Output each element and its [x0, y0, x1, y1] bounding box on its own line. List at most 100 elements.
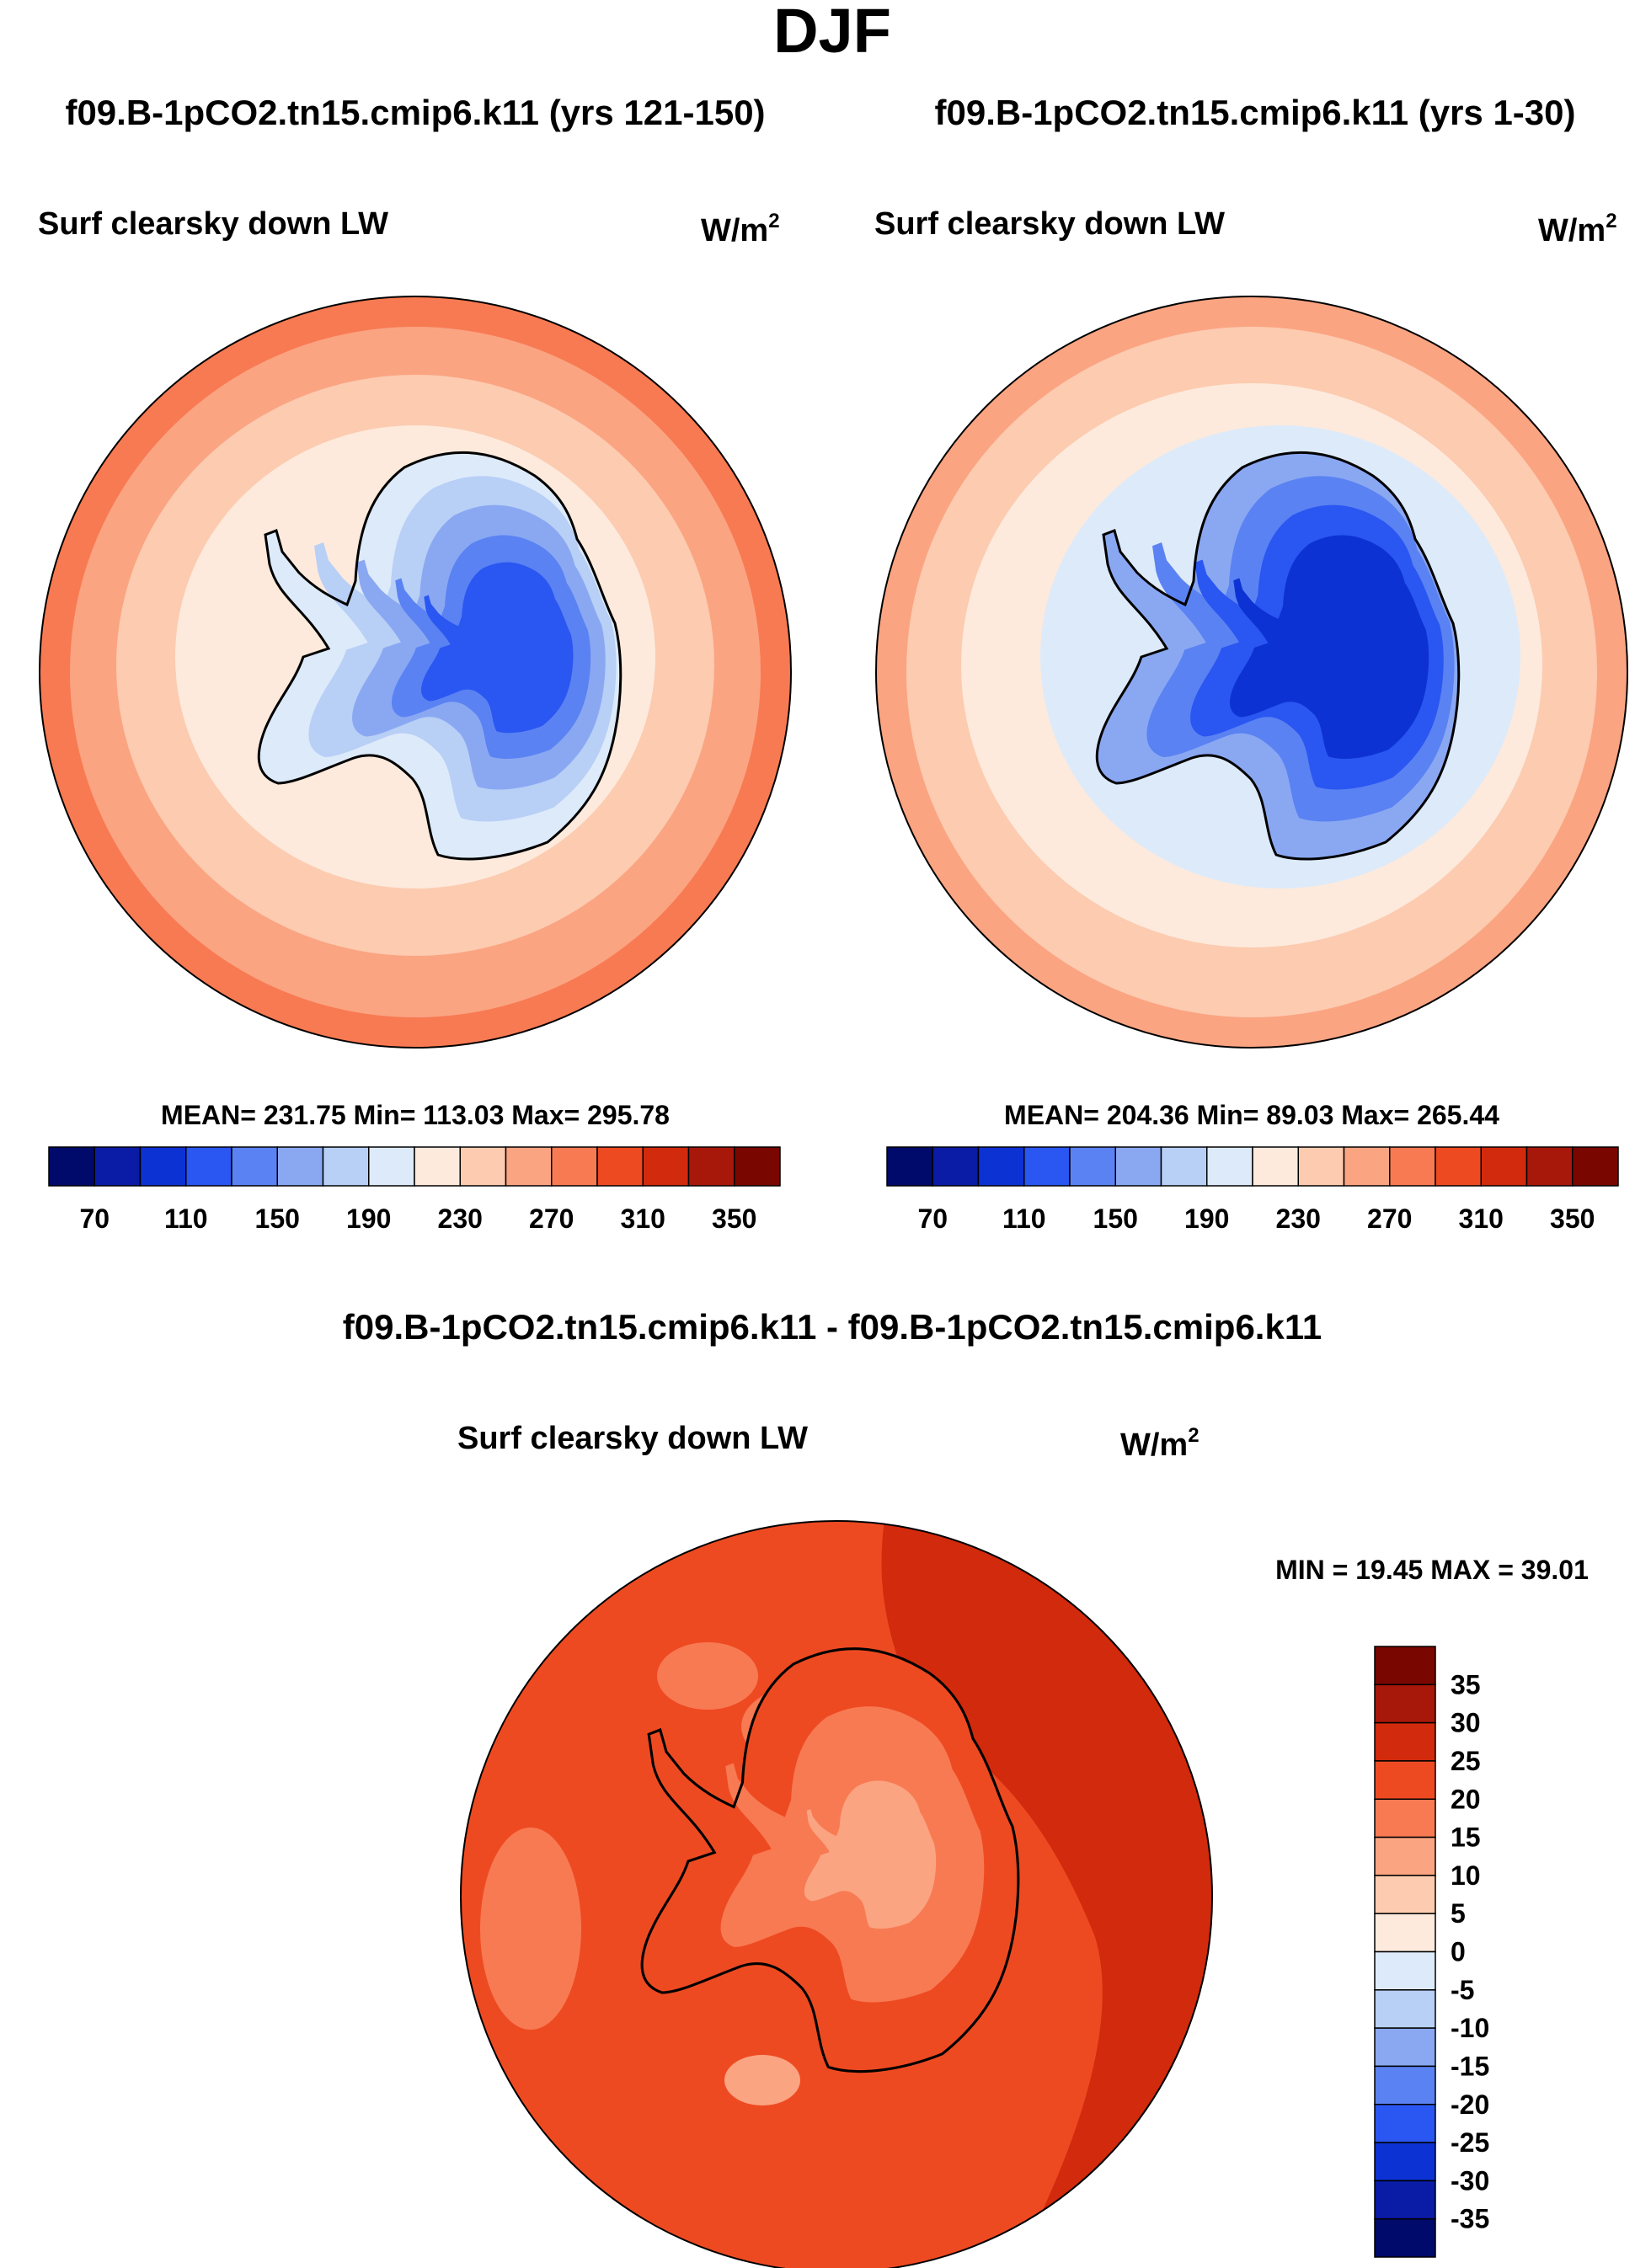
colorbar-swatch	[1374, 1798, 1436, 1838]
colorbar-swatch	[886, 1146, 933, 1187]
colorbar-swatch	[1374, 2065, 1436, 2105]
panel-diff: f09.B-1pCO2.tn15.cmip6.k11 - f09.B-1pCO2…	[343, 1307, 1589, 2268]
colorbar-swatch	[185, 1146, 232, 1187]
colorbar-swatch	[1374, 1684, 1436, 1724]
colorbar-swatch	[1023, 1146, 1071, 1187]
colorbar-tick-label: 35	[1451, 1669, 1481, 1700]
colorbar-swatch	[1374, 1721, 1436, 1762]
colorbar-swatch	[1435, 1146, 1482, 1187]
colorbar-swatch	[687, 1146, 735, 1187]
colorbar-tick-label: 350	[712, 1203, 756, 1234]
panel-left-variable: Surf clearsky down LW	[38, 206, 388, 242]
colorbar-swatch	[1374, 1950, 1436, 1991]
colorbar-swatch	[1374, 1875, 1436, 1914]
colorbar-swatch	[1069, 1146, 1116, 1187]
colorbar-swatch	[932, 1146, 980, 1187]
colorbar-swatch	[1206, 1146, 1253, 1187]
colorbar-tick-label: 0	[1451, 1937, 1466, 1967]
colorbar-swatch	[1374, 1760, 1436, 1800]
colorbar-swatch	[1374, 2180, 1436, 2220]
colorbar-swatch	[1389, 1146, 1436, 1187]
colorbar-tick-label: 190	[346, 1203, 391, 1234]
colorbar-swatch	[1374, 1646, 1436, 1686]
colorbar-swatch	[1525, 1146, 1574, 1187]
season-title: DJF	[773, 0, 891, 66]
colorbar-tick-label: -30	[1451, 2165, 1489, 2196]
colorbar-swatch	[1252, 1146, 1299, 1187]
colorbar-swatch	[1480, 1146, 1528, 1187]
colorbar-swatch	[276, 1146, 324, 1187]
colorbar-tick-label: 10	[1451, 1860, 1481, 1891]
colorbar-tick-label: 110	[1002, 1203, 1046, 1234]
panel-right-stats: MEAN= 204.36 Min= 89.03 Max= 265.44	[1004, 1100, 1499, 1130]
map-right	[876, 296, 1627, 1048]
map-diff	[461, 1521, 1212, 2268]
colorbar-swatch	[231, 1146, 278, 1187]
panel-diff-stats: MIN = 19.45 MAX = 39.01	[1275, 1555, 1589, 1585]
colorbar-tick-label: 230	[1276, 1203, 1321, 1234]
colorbar-swatch	[94, 1146, 142, 1187]
panel-right: f09.B-1pCO2.tn15.cmip6.k11 (yrs 1-30) Su…	[874, 93, 1628, 1234]
colorbar-tick-label: 20	[1451, 1784, 1481, 1814]
panel-left-stats: MEAN= 231.75 Min= 113.03 Max= 295.78	[161, 1100, 670, 1130]
panel-diff-variable: Surf clearsky down LW	[457, 1421, 808, 1456]
colorbar-swatch	[596, 1146, 644, 1187]
colorbar-swatch	[1160, 1146, 1208, 1187]
panel-left-title: f09.B-1pCO2.tn15.cmip6.k11 (yrs 121-150)	[65, 93, 765, 132]
colorbar-diff: 35 30 25 20 15 10 5 0 -5 -10 -15 -20 -25 -30 -35	[1374, 1646, 1489, 2258]
colorbar-tick-label: 70	[79, 1203, 110, 1234]
colorbar-tick-label: 70	[917, 1203, 948, 1234]
colorbar-tick-label: 30	[1451, 1708, 1481, 1738]
panel-left: f09.B-1pCO2.tn15.cmip6.k11 (yrs 121-150)…	[38, 93, 792, 1234]
colorbar-tick-label: 15	[1451, 1822, 1481, 1853]
colorbar-tick-label: 110	[164, 1203, 208, 1234]
colorbar-tick-label: -20	[1451, 2089, 1489, 2120]
colorbar-tick-label: 310	[1459, 1203, 1504, 1234]
colorbar-swatch	[977, 1146, 1025, 1187]
panel-left-units: W/m2	[701, 210, 780, 248]
panel-right-title: f09.B-1pCO2.tn15.cmip6.k11 (yrs 1-30)	[934, 93, 1575, 132]
panel-right-variable: Surf clearsky down LW	[874, 206, 1225, 242]
colorbar-swatch	[1374, 2217, 1436, 2258]
colorbar-left: 70 110 150 190 230 270 310 350	[48, 1146, 781, 1234]
colorbar-swatch	[1374, 1913, 1436, 1953]
colorbar-swatch	[368, 1146, 415, 1187]
colorbar-tick-label: 270	[529, 1203, 574, 1234]
colorbar-tick-label: 230	[438, 1203, 483, 1234]
colorbar-tick-label: -25	[1451, 2127, 1489, 2158]
panel-diff-title: f09.B-1pCO2.tn15.cmip6.k11 - f09.B-1pCO2…	[343, 1307, 1322, 1347]
colorbar-swatch	[1297, 1146, 1345, 1187]
panel-right-units: W/m2	[1538, 210, 1617, 248]
colorbar-tick-label: 150	[255, 1203, 300, 1234]
colorbar-swatch	[505, 1146, 553, 1187]
panel-diff-units: W/m2	[1120, 1424, 1200, 1463]
colorbar-tick-label: -10	[1451, 2013, 1489, 2043]
colorbar-tick-label: -15	[1451, 2051, 1489, 2081]
colorbar-right: 70 110 150 190 230 270 310 350	[886, 1146, 1619, 1234]
colorbar-swatch	[139, 1146, 187, 1187]
colorbar-swatch	[642, 1146, 690, 1187]
colorbar-swatch	[1114, 1146, 1162, 1187]
colorbar-tick-label: -5	[1451, 1975, 1474, 2005]
colorbar-tick-label: 190	[1184, 1203, 1229, 1234]
map-left	[40, 296, 791, 1048]
colorbar-swatch	[1343, 1146, 1391, 1187]
colorbar-swatch	[1374, 2142, 1436, 2182]
colorbar-tick-label: 310	[621, 1203, 665, 1234]
colorbar-swatch	[1572, 1146, 1619, 1187]
colorbar-swatch	[551, 1146, 598, 1187]
colorbar-tick-label: 5	[1451, 1898, 1466, 1929]
colorbar-swatch	[48, 1146, 95, 1187]
colorbar-swatch	[322, 1146, 370, 1187]
colorbar-swatch	[414, 1146, 461, 1187]
colorbar-swatch	[734, 1146, 781, 1187]
colorbar-tick-label: -35	[1451, 2204, 1489, 2234]
colorbar-swatch	[1374, 2027, 1436, 2068]
colorbar-tick-label: 270	[1367, 1203, 1412, 1234]
colorbar-swatch	[1374, 2104, 1436, 2143]
colorbar-tick-label: 150	[1093, 1203, 1138, 1234]
colorbar-swatch	[459, 1146, 507, 1187]
colorbar-tick-label: 350	[1550, 1203, 1595, 1234]
colorbar-tick-label: 25	[1451, 1746, 1481, 1776]
